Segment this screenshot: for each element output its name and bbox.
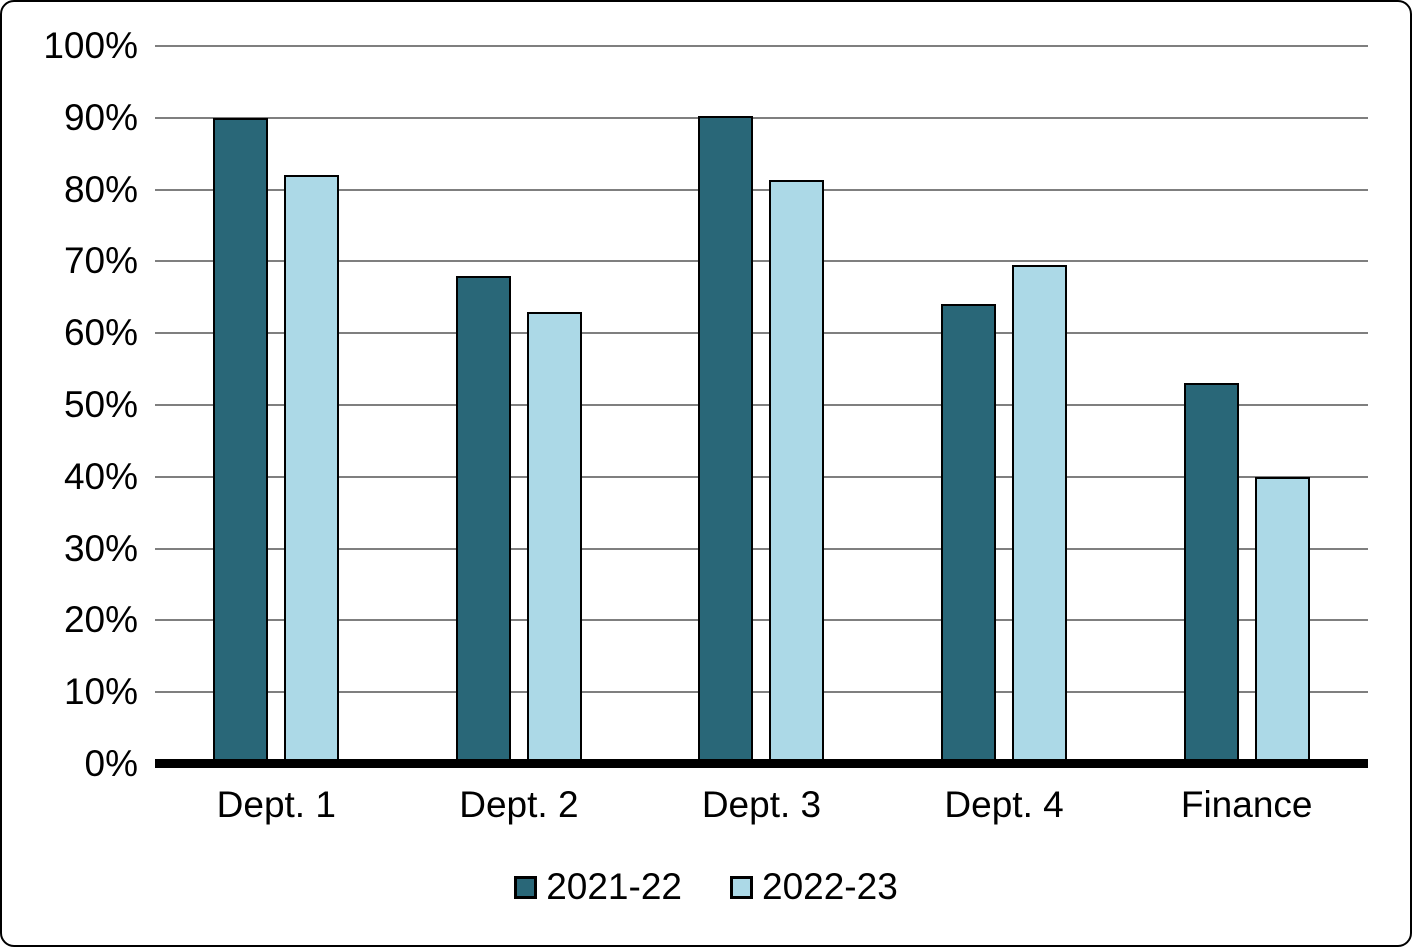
- bar-2021-22-dept-2: [455, 275, 511, 764]
- bar-2022-23-dept-1: [284, 175, 340, 764]
- gridline: [155, 260, 1368, 263]
- bar-2022-23-dept-3: [769, 180, 825, 764]
- bar-2021-22-dept-4: [941, 304, 997, 764]
- gridline: [155, 116, 1368, 119]
- y-tick-label: 30%: [63, 527, 138, 569]
- gridline: [155, 188, 1368, 191]
- y-tick-label: 20%: [63, 599, 138, 641]
- bar-group-dept-4: [883, 46, 1126, 764]
- gridline: [155, 332, 1368, 335]
- bar-2022-23-finance: [1254, 476, 1310, 764]
- bar-group-dept-2: [398, 46, 641, 764]
- y-tick-label: 100%: [43, 25, 138, 66]
- bar-2022-23-dept-2: [526, 311, 582, 764]
- legend-swatch-icon: [514, 875, 538, 899]
- y-tick-label: 40%: [63, 455, 138, 497]
- legend-label: 2022-23: [762, 866, 898, 907]
- gridline: [155, 547, 1368, 550]
- bar-2021-22-dept-3: [698, 116, 754, 764]
- bar-group-dept-3: [640, 46, 883, 764]
- gridline: [155, 404, 1368, 406]
- x-category-label: Dept. 3: [701, 784, 822, 825]
- x-category-label: Finance: [1180, 784, 1313, 825]
- bars-row: [155, 46, 1368, 764]
- y-tick-label: 80%: [63, 168, 138, 210]
- legend-label: 2021-22: [546, 866, 682, 907]
- y-tick-label: 60%: [63, 312, 138, 354]
- bar-2021-22-dept-1: [213, 117, 269, 764]
- y-tick-label: 70%: [63, 240, 138, 282]
- bar-2022-23-dept-4: [1012, 265, 1068, 764]
- y-tick-label: 0%: [84, 743, 138, 784]
- bar-2021-22-finance: [1183, 383, 1239, 764]
- x-axis-labels: Dept. 1 Dept. 2 Dept. 3 Dept. 4 Finance: [155, 784, 1368, 826]
- gridline: [155, 45, 1368, 47]
- y-tick-label: 90%: [63, 96, 138, 138]
- x-category-label: Dept. 1: [216, 784, 336, 825]
- bar-group-dept-1: [155, 46, 398, 764]
- y-tick-label: 50%: [63, 384, 138, 425]
- x-category-label: Dept. 4: [944, 784, 1064, 825]
- legend: 2021-22 2022-23: [2, 866, 1410, 908]
- x-axis-line: [155, 759, 1368, 768]
- gridline: [155, 475, 1368, 478]
- legend-item-2021-22: 2021-22: [514, 866, 682, 908]
- legend-item-2022-23: 2022-23: [730, 866, 898, 908]
- gridline: [155, 619, 1368, 622]
- bar-group-finance: [1125, 46, 1368, 764]
- y-tick-label: 10%: [63, 671, 138, 713]
- legend-swatch-icon: [730, 875, 753, 899]
- gridline: [155, 691, 1368, 694]
- plot-area: [155, 45, 1368, 768]
- x-category-label: Dept. 2: [459, 784, 579, 825]
